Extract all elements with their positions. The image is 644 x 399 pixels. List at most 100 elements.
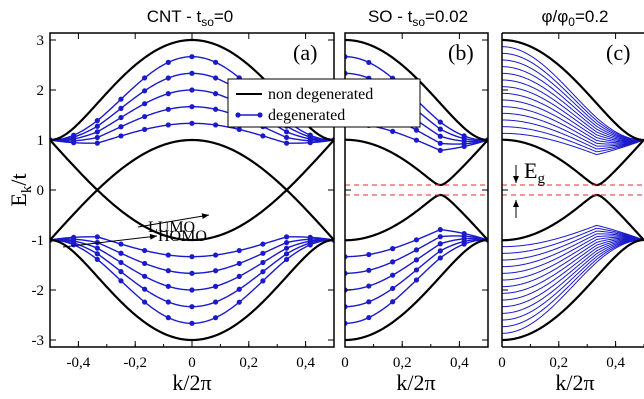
x-tick-label: 0,4	[450, 355, 469, 371]
lumo-band	[50, 138, 334, 191]
valence-band-5-marker	[118, 241, 124, 247]
valence-band-5-marker	[283, 234, 290, 240]
valence-band-1-marker	[437, 255, 443, 261]
valence-band-7	[502, 238, 644, 294]
valence-band-5-marker	[260, 241, 266, 247]
valence-band-13	[502, 227, 644, 254]
y-tick-label: 0	[37, 183, 45, 199]
valence-band-4-marker	[213, 268, 219, 274]
valence-band-5-marker	[437, 227, 443, 233]
valence-band-5-marker	[142, 247, 148, 254]
conduction-band-12	[502, 119, 644, 150]
conduction-band-5-marker	[437, 147, 443, 153]
x-tick-label: 0,2	[549, 355, 568, 371]
y-tick-label: -3	[32, 333, 45, 349]
valence-band-4-marker	[366, 267, 372, 273]
conduction-band-13	[502, 126, 644, 153]
valence-band-2-marker	[390, 285, 396, 292]
outer-valence-band	[502, 238, 644, 342]
lumo-band	[345, 138, 488, 187]
legend-marker-degenerated-2	[257, 112, 263, 118]
conduction-band-5-marker	[142, 126, 148, 133]
homo-band	[50, 189, 334, 242]
panel-a-title: CNT - tso=0	[147, 7, 234, 29]
valence-band-1-marker	[213, 315, 219, 321]
conduction-band-1-marker	[165, 59, 171, 65]
conduction-band-4-marker	[283, 134, 290, 141]
valence-band-2-marker	[366, 299, 372, 305]
valence-band-12	[502, 230, 644, 261]
valence-band-3-marker	[165, 283, 171, 289]
valence-band-1-marker	[189, 320, 195, 326]
conduction-band-9	[502, 99, 644, 144]
valence-band-3-marker	[118, 259, 124, 266]
x-tick-label: 0	[341, 355, 349, 371]
conduction-band-10	[502, 106, 644, 145]
conduction-band-1-marker	[142, 75, 148, 81]
valence-band-4-marker	[189, 270, 195, 276]
panel-c-title: φ/φ0=0.2	[541, 7, 608, 29]
conduction-band-4-marker	[189, 104, 195, 110]
x-axis-label-c: k/2π	[555, 370, 594, 395]
homo-arrow	[62, 233, 158, 248]
valence-band-4-marker	[118, 250, 124, 256]
conduction-band-2-marker	[213, 75, 219, 81]
conduction-band-5-marker	[189, 120, 195, 126]
valence-band-3-marker	[213, 283, 219, 289]
valence-band-5-marker	[165, 252, 171, 258]
conduction-band-4-marker	[413, 127, 420, 133]
lumo-arrow	[137, 213, 210, 228]
valence-band-3-marker	[189, 287, 195, 293]
conduction-band-11	[502, 112, 644, 147]
valence-band-5-marker	[390, 246, 396, 252]
valence-band-3-marker	[283, 245, 290, 251]
conduction-band-5-marker	[94, 140, 100, 146]
x-tick-label: 0	[498, 355, 506, 371]
valence-band-1-marker	[165, 315, 171, 321]
valence-band-11	[502, 233, 644, 268]
conduction-band-5-marker	[461, 143, 467, 150]
homo-label: HOMO	[158, 228, 207, 245]
panel-a: -0,4 -0,2 0 0,2 0,4 -3 -2 -1 0 1 2 3 (a)	[32, 32, 335, 371]
y-tick-label: -2	[32, 283, 45, 299]
valence-band-5-marker	[236, 247, 242, 254]
panel-b-ticks: 0 0,2 0,4	[341, 33, 489, 371]
annotation-lumo: LUMO	[137, 213, 210, 236]
x-tick-label: -0,2	[123, 355, 147, 371]
conduction-band-5-marker	[213, 122, 219, 128]
valence-band-3-marker	[366, 283, 372, 289]
panel-c-curves	[502, 38, 644, 342]
valence-band-14	[502, 224, 644, 248]
valence-band-2-marker	[213, 299, 219, 305]
legend-box	[227, 78, 421, 128]
conduction-band-8	[502, 92, 644, 143]
valence-band-4-marker	[165, 268, 171, 274]
valence-band-3-marker	[437, 241, 443, 247]
valence-band-4-marker	[260, 250, 266, 256]
valence-band-6	[502, 238, 644, 301]
conduction-band-3-marker	[213, 91, 219, 97]
valence-band-4-marker	[413, 247, 420, 253]
panel-c-ticks: 0 0,2 0,4	[498, 33, 644, 371]
valence-band-2-marker	[437, 248, 443, 254]
valence-band-1	[50, 239, 334, 325]
valence-band-2	[502, 239, 644, 328]
conduction-band-5-marker	[118, 133, 124, 139]
lumo-label: LUMO	[148, 219, 195, 236]
y-tick-label: 3	[37, 33, 45, 49]
panel-a-label: (a)	[293, 40, 317, 65]
valence-band-3-marker	[142, 273, 148, 279]
panel-c: 0 0,2 0,4 (c)	[498, 32, 644, 371]
conduction-band-5-marker	[165, 122, 171, 128]
valence-band-5-marker	[71, 234, 77, 240]
x-tick-label: 0	[188, 355, 196, 371]
valence-band-1-marker	[142, 299, 148, 305]
outer-valence-band	[50, 238, 334, 342]
homo-band	[345, 193, 488, 242]
gap-label: Eg	[524, 158, 545, 187]
valence-band-4-marker	[283, 239, 290, 246]
valence-band-4-marker	[437, 234, 443, 240]
valence-band-2-marker	[189, 304, 195, 310]
conduction-band-3-marker	[189, 87, 195, 93]
